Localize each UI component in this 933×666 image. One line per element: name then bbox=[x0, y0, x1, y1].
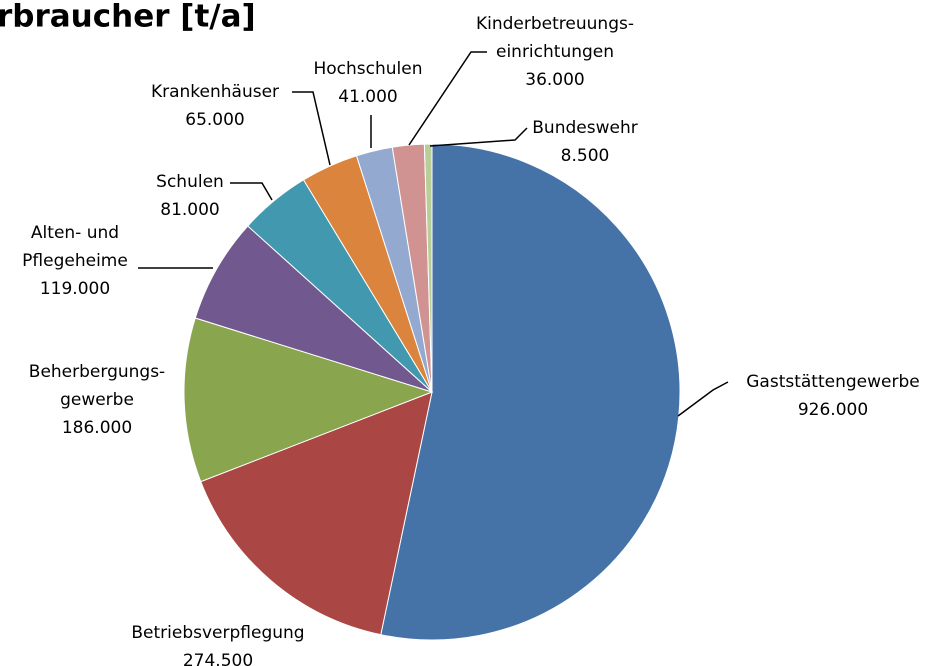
chart-title: rbraucher [t/a] bbox=[0, 0, 256, 35]
category-label: Schulen bbox=[156, 172, 224, 192]
value-label: 274.500 bbox=[183, 651, 253, 666]
value-label: 65.000 bbox=[185, 110, 244, 130]
value-label: 186.000 bbox=[62, 418, 132, 438]
value-label: 81.000 bbox=[160, 200, 219, 220]
pie-slice bbox=[183, 317, 434, 483]
category-label: Gaststättengewerbe bbox=[746, 372, 919, 392]
pie-slice bbox=[200, 391, 433, 636]
leader-line bbox=[230, 182, 273, 201]
value-label: 926.000 bbox=[798, 400, 868, 420]
leader-line bbox=[292, 91, 331, 166]
leader-line bbox=[677, 381, 729, 417]
category-label: Betriebsverpflegung bbox=[131, 623, 304, 643]
pie-slice bbox=[380, 143, 681, 641]
value-label: 119.000 bbox=[40, 279, 110, 299]
leader-line bbox=[408, 51, 487, 146]
value-label: 36.000 bbox=[525, 70, 584, 90]
category-label: Kinderbetreuungs-einrichtungen bbox=[476, 14, 634, 62]
category-label: Hochschulen bbox=[313, 59, 422, 79]
pie-slice bbox=[194, 225, 433, 393]
leader-line bbox=[429, 127, 528, 147]
category-label: Bundeswehr bbox=[532, 118, 637, 138]
category-label: Alten- und Pflegeheime bbox=[22, 223, 128, 271]
pie-slice bbox=[423, 143, 433, 393]
value-label: 41.000 bbox=[338, 87, 397, 107]
category-label: Krankenhäuser bbox=[151, 82, 279, 102]
value-label: 8.500 bbox=[561, 146, 610, 166]
category-label: Beherbergungs-gewerbe bbox=[29, 362, 165, 410]
